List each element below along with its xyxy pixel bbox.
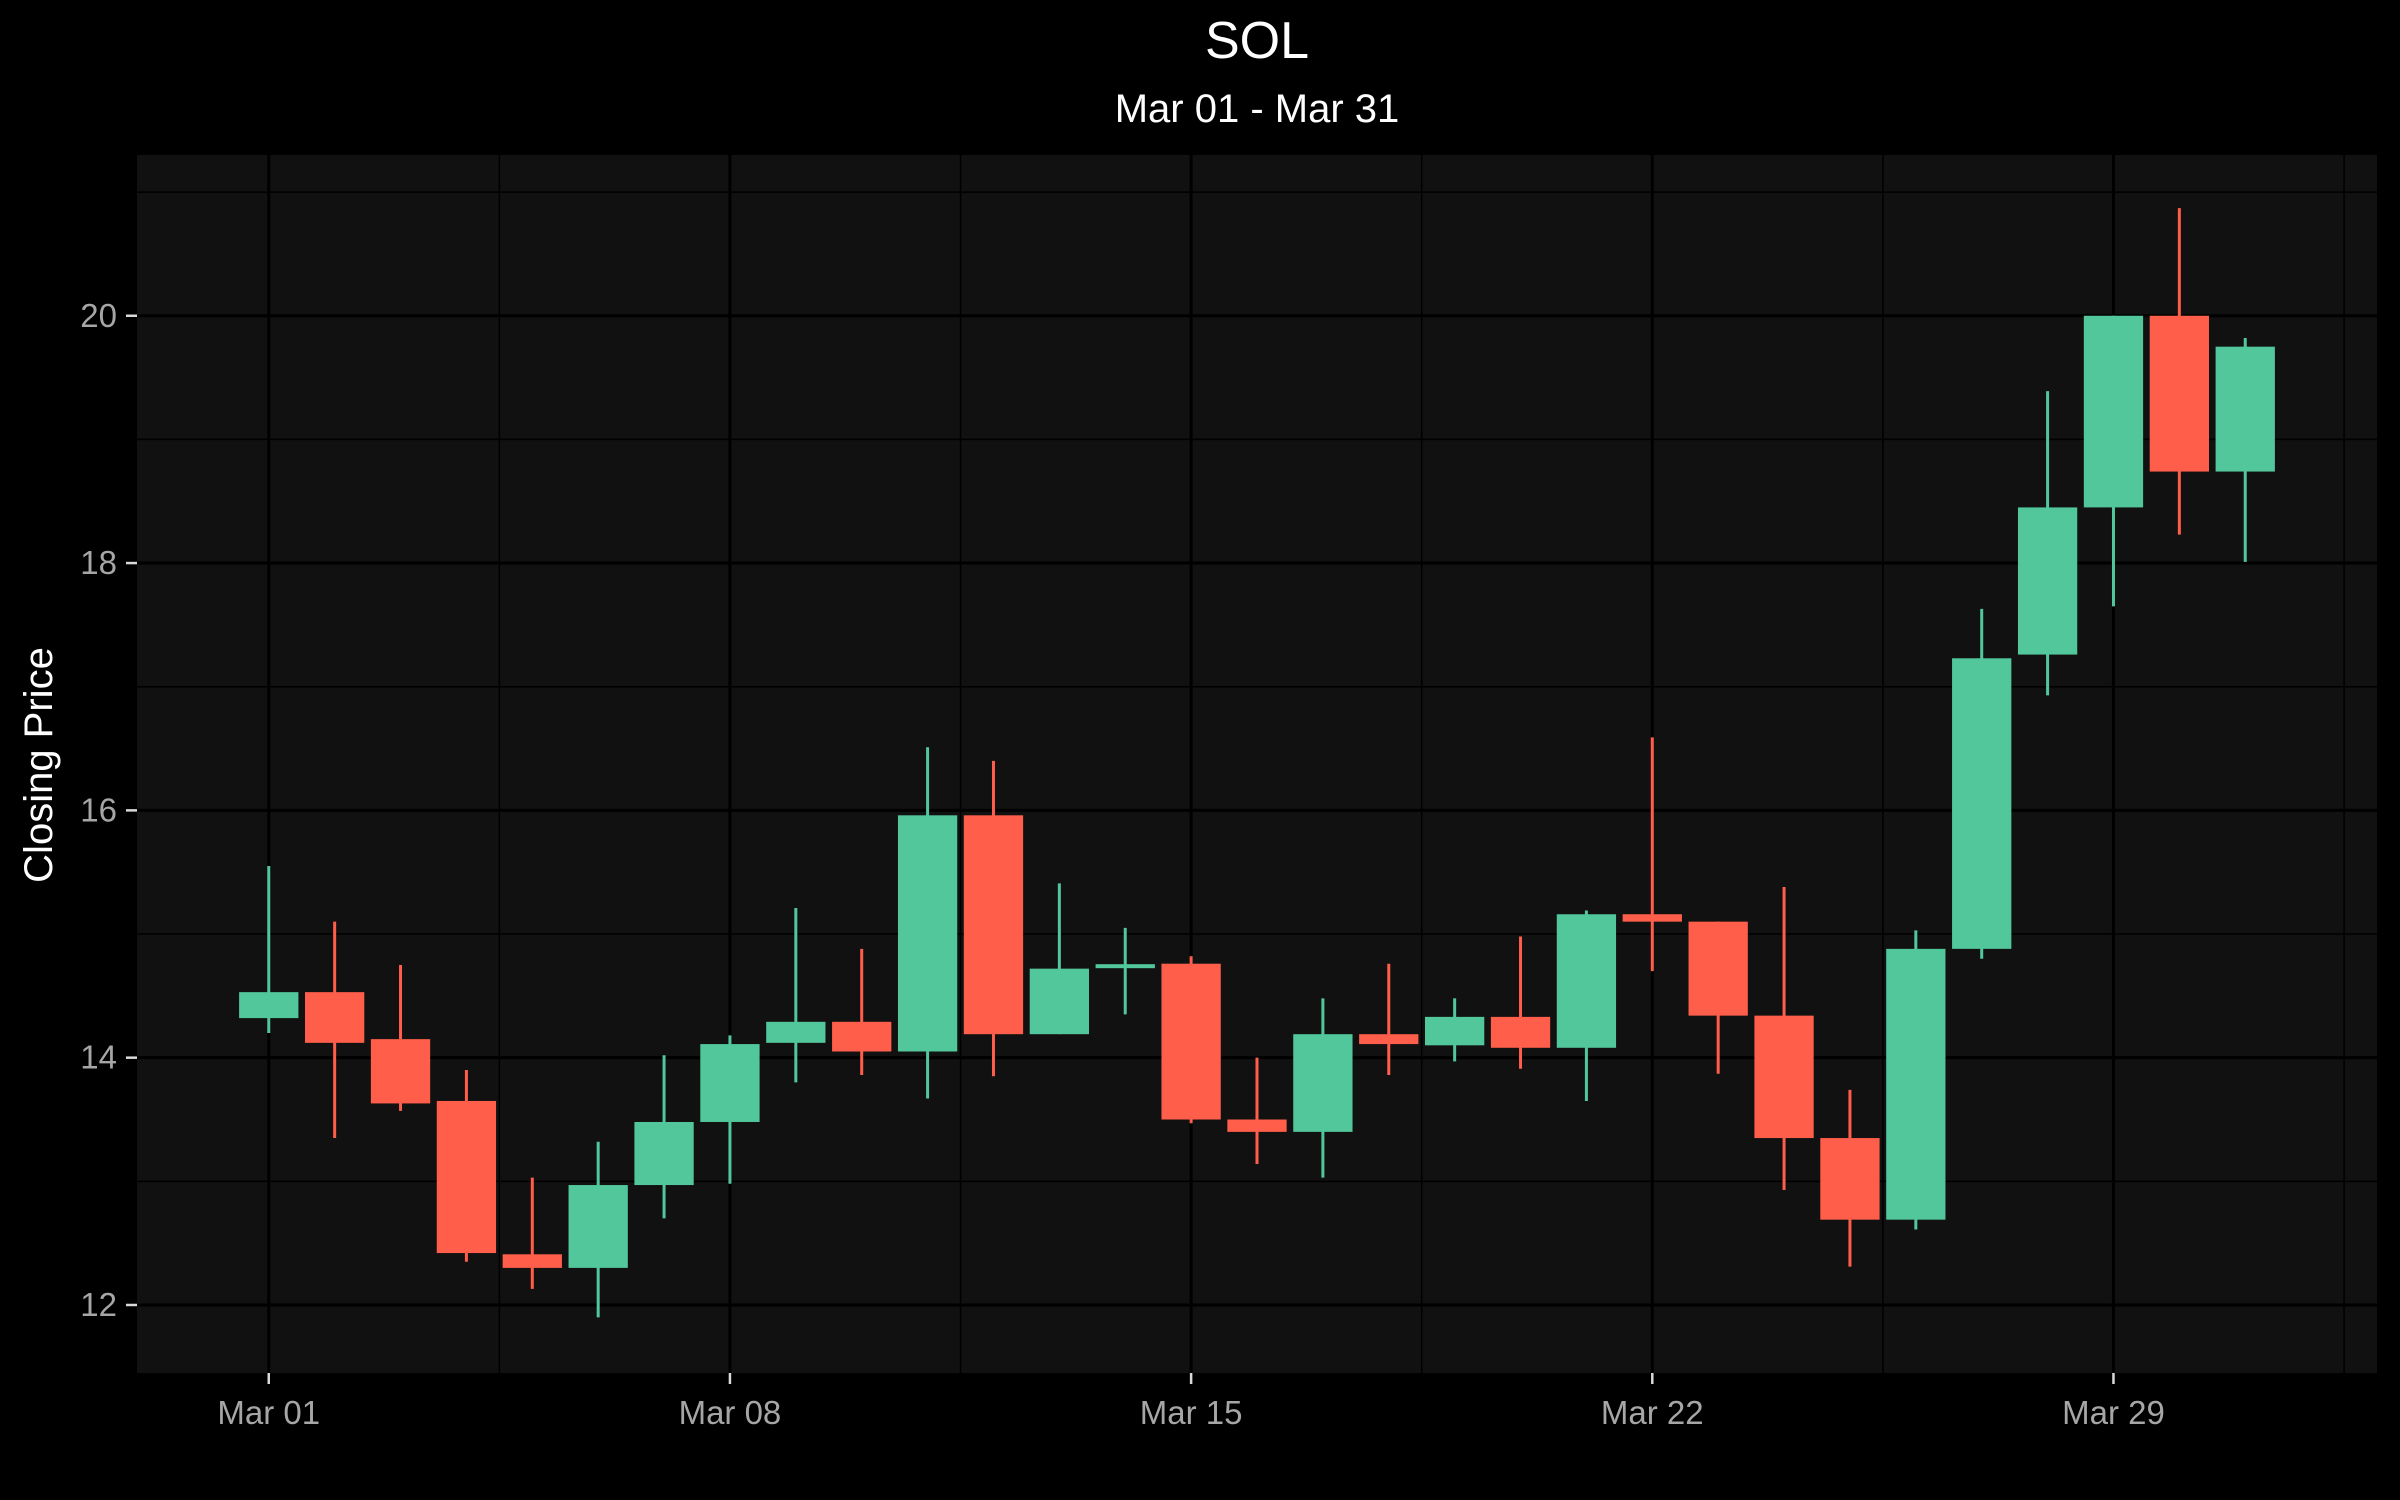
candle-body: [1425, 1016, 1485, 1046]
candle-down: [1359, 963, 1419, 1075]
candle-body: [1754, 1015, 1814, 1139]
x-tick-label: Mar 15: [1140, 1394, 1243, 1431]
y-tick-label: 16: [80, 791, 117, 828]
candle-up: [700, 1035, 760, 1184]
candle-body: [1029, 968, 1089, 1035]
grid-minor: [137, 155, 2377, 1373]
candle-up: [1952, 608, 2012, 959]
candle-up: [1556, 910, 1617, 1101]
candle-body: [1293, 1034, 1353, 1132]
y-tick-label: 14: [80, 1039, 117, 1076]
candle-down: [1820, 1089, 1880, 1267]
candle-down: [1227, 1057, 1287, 1165]
candle-body: [634, 1121, 694, 1186]
candle-up: [568, 1141, 628, 1318]
candle-up: [897, 747, 958, 1099]
candle-body: [832, 1021, 892, 1052]
candle-down: [370, 964, 431, 1111]
candle-body: [766, 1021, 826, 1043]
x-tick-labels: Mar 01 Mar 08 Mar 15 Mar 22 Mar 29: [217, 1394, 2164, 1431]
candle-down: [2149, 208, 2209, 535]
candle-body: [2083, 315, 2144, 508]
x-tick-label: Mar 01: [217, 1394, 320, 1431]
chart-title: SOL: [1205, 12, 1309, 70]
candle-down: [436, 1070, 497, 1262]
candle-body: [2017, 507, 2078, 655]
candle-body: [370, 1039, 431, 1104]
candle-up: [239, 866, 299, 1033]
candle-down: [502, 1177, 562, 1289]
candle-down: [1754, 887, 1814, 1190]
y-tick-label: 18: [80, 544, 117, 581]
candle-body: [1556, 914, 1617, 1048]
x-tick-label: Mar 29: [2062, 1394, 2165, 1431]
candle-body: [305, 992, 365, 1043]
candle-up: [1886, 930, 1946, 1230]
candles: [239, 208, 2275, 1318]
y-axis-label: Closing Price: [17, 647, 61, 883]
candle-down: [1688, 921, 1748, 1074]
candle-body: [239, 992, 299, 1019]
candle-body: [1688, 921, 1748, 1016]
candle-down: [1490, 936, 1551, 1069]
candle-body: [2149, 315, 2209, 472]
y-tick-label: 20: [80, 297, 117, 334]
candle-body: [568, 1185, 628, 1268]
candle-up: [2215, 338, 2275, 562]
candle-body: [436, 1100, 497, 1254]
candle-body: [1095, 964, 1155, 969]
axis-ticks: [126, 314, 2115, 1384]
candle-body: [1886, 948, 1946, 1220]
candle-body: [1952, 658, 2012, 949]
candle-body: [700, 1044, 760, 1122]
candle-up: [1095, 927, 1155, 1015]
candle-down: [1161, 956, 1221, 1124]
candle-down: [832, 948, 892, 1075]
candle-up: [2017, 391, 2078, 696]
candle-down: [305, 921, 365, 1139]
candle-up: [766, 908, 826, 1083]
candle-up: [1029, 883, 1089, 1035]
candle-up: [634, 1055, 694, 1219]
candle-body: [1161, 963, 1221, 1120]
candle-down: [1622, 737, 1682, 972]
candle-body: [1490, 1016, 1551, 1048]
x-tick-label: Mar 08: [679, 1394, 782, 1431]
candle-body: [1359, 1034, 1419, 1045]
candle-down: [963, 760, 1024, 1077]
candle-body: [963, 815, 1024, 1035]
chart-subtitle: Mar 01 - Mar 31: [1115, 87, 1400, 131]
candle-body: [1820, 1138, 1880, 1220]
candle-body: [1622, 914, 1682, 922]
x-tick-label: Mar 22: [1601, 1394, 1704, 1431]
candle-up: [1425, 998, 1485, 1062]
candle-up: [2083, 315, 2144, 607]
candle-body: [1227, 1119, 1287, 1132]
candle-up: [1293, 998, 1353, 1178]
candle-body: [2215, 346, 2275, 472]
candle-body: [897, 815, 958, 1052]
y-tick-labels: 12 14 16 18 20: [80, 297, 117, 1323]
candle-body: [502, 1254, 562, 1268]
y-tick-label: 12: [80, 1286, 117, 1323]
